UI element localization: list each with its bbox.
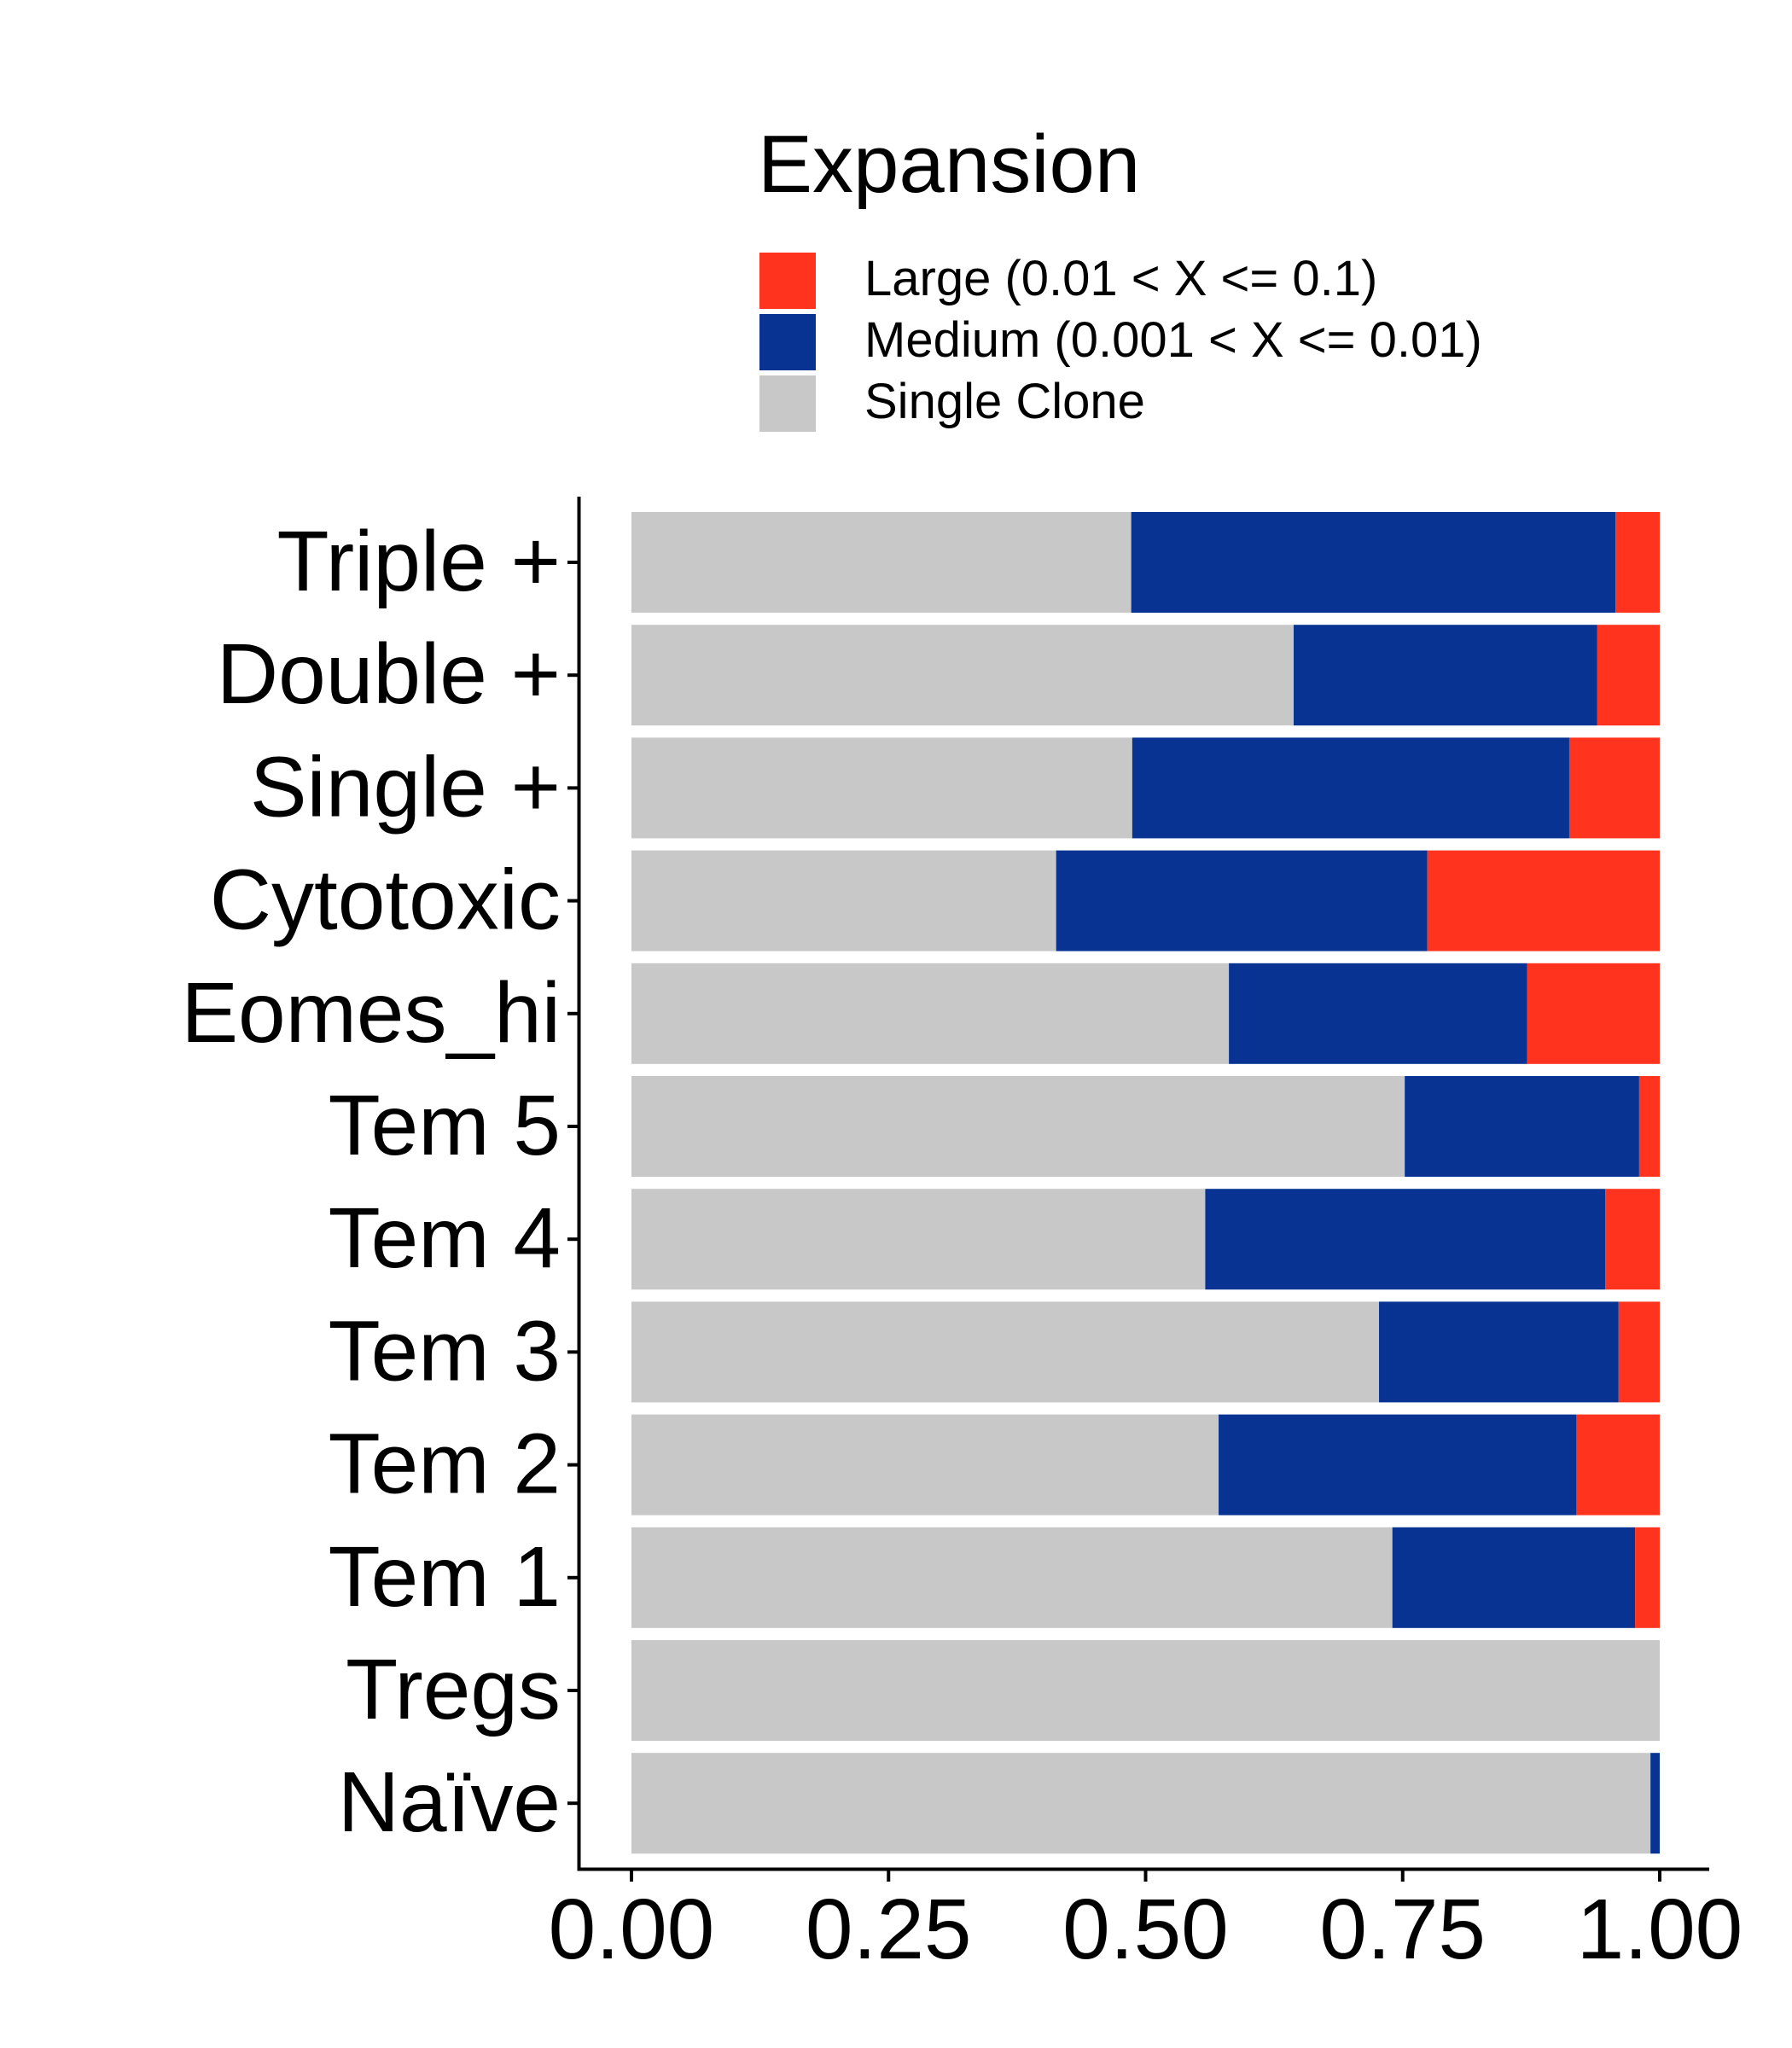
bar-tem-3-large-0-01-x-0-1 bbox=[1618, 1301, 1660, 1403]
bar-tem-1-large-0-01-x-0-1 bbox=[1635, 1527, 1660, 1628]
bar-single-large-0-01-x-0-1 bbox=[1568, 737, 1660, 839]
bar-tem-4-single-clone bbox=[631, 1189, 1206, 1290]
bar-double-single-clone bbox=[631, 625, 1295, 726]
bar-tem-4-medium-0-001-x-0-01 bbox=[1205, 1189, 1606, 1290]
x-tick-label: 0.50 bbox=[1062, 1882, 1229, 1977]
bar-double-large-0-01-x-0-1 bbox=[1597, 625, 1660, 726]
y-axis-ticks: Triple + Double + Single + Cytotoxic Eomes_h… bbox=[181, 514, 579, 1850]
axes: Triple + Double + Single + Cytotoxic Eomes_h… bbox=[181, 497, 1743, 1977]
bar-tem-3-medium-0-001-x-0-01 bbox=[1379, 1301, 1619, 1403]
bar-double-medium-0-001-x-0-01 bbox=[1294, 625, 1597, 726]
legend-swatch-medium-0-001-x-0-01 bbox=[759, 314, 816, 370]
bars bbox=[631, 512, 1660, 1854]
y-tick-label: Tem 5 bbox=[329, 1078, 561, 1173]
bar-tem-3-single-clone bbox=[631, 1301, 1380, 1403]
y-tick-label: Tem 2 bbox=[329, 1417, 561, 1512]
bar-single-single-clone bbox=[631, 737, 1132, 839]
y-tick-label: Tem 3 bbox=[329, 1303, 561, 1399]
bar-triple-medium-0-001-x-0-01 bbox=[1131, 512, 1616, 613]
y-tick-label: Cytotoxic bbox=[210, 852, 561, 948]
bar-tem-5-large-0-01-x-0-1 bbox=[1638, 1076, 1660, 1177]
bar-tregs-single-clone bbox=[631, 1640, 1660, 1741]
bar-na-ve-medium-0-001-x-0-01 bbox=[1650, 1753, 1660, 1854]
legend-swatch-large-0-01-x-0-1 bbox=[759, 253, 816, 309]
y-tick-label: Tem 1 bbox=[329, 1529, 561, 1625]
bar-triple-large-0-01-x-0-1 bbox=[1615, 512, 1660, 613]
legend-label-medium-0-001-x-0-01: Medium (0.001 < X <= 0.01) bbox=[864, 312, 1482, 368]
bar-cytotoxic-single-clone bbox=[631, 850, 1056, 951]
legend-label-single-clone: Single Clone bbox=[864, 374, 1145, 429]
y-tick-label: Tem 4 bbox=[329, 1190, 561, 1286]
bar-tem-5-single-clone bbox=[631, 1076, 1405, 1177]
y-tick-label: Double + bbox=[217, 626, 561, 722]
bar-single-medium-0-001-x-0-01 bbox=[1132, 737, 1569, 839]
bar-cytotoxic-medium-0-001-x-0-01 bbox=[1056, 850, 1428, 951]
legend-items: Large (0.01 < X <= 0.1) Medium (0.001 < X… bbox=[759, 251, 1482, 432]
bar-eomes-hi-large-0-01-x-0-1 bbox=[1527, 963, 1660, 1064]
y-tick-label: Triple + bbox=[276, 514, 561, 609]
x-tick-label: 0.00 bbox=[549, 1882, 715, 1977]
bar-na-ve-single-clone bbox=[631, 1753, 1651, 1854]
y-tick-label: Naïve bbox=[338, 1754, 561, 1850]
legend-swatch-single-clone bbox=[759, 375, 816, 432]
legend-title: Expansion bbox=[758, 119, 1140, 210]
legend-label-large-0-01-x-0-1: Large (0.01 < X <= 0.1) bbox=[864, 251, 1377, 306]
x-axis-ticks: 0.00 0.25 0.50 0.75 1.00 bbox=[549, 1869, 1743, 1977]
bar-tem-2-single-clone bbox=[631, 1414, 1219, 1516]
bar-cytotoxic-large-0-01-x-0-1 bbox=[1427, 850, 1660, 951]
x-tick-label: 1.00 bbox=[1577, 1882, 1743, 1977]
bar-tem-2-medium-0-001-x-0-01 bbox=[1219, 1414, 1577, 1516]
legend: Expansion Large (0.01 < X <= 0.1) Medium … bbox=[758, 119, 1482, 432]
bar-tem-1-medium-0-001-x-0-01 bbox=[1392, 1527, 1636, 1628]
bar-tem-4-large-0-01-x-0-1 bbox=[1605, 1189, 1660, 1290]
bar-eomes-hi-medium-0-001-x-0-01 bbox=[1229, 963, 1527, 1064]
y-tick-label: Tregs bbox=[346, 1642, 561, 1737]
x-tick-label: 0.25 bbox=[806, 1882, 972, 1977]
bar-triple-single-clone bbox=[631, 512, 1132, 613]
x-tick-label: 0.75 bbox=[1319, 1882, 1486, 1977]
bar-tem-5-medium-0-001-x-0-01 bbox=[1405, 1076, 1639, 1177]
bar-tem-2-large-0-01-x-0-1 bbox=[1576, 1414, 1660, 1516]
bar-tem-1-single-clone bbox=[631, 1527, 1393, 1628]
y-tick-label: Single + bbox=[250, 739, 561, 835]
y-tick-label: Eomes_hi bbox=[181, 965, 561, 1061]
bar-eomes-hi-single-clone bbox=[631, 963, 1230, 1064]
